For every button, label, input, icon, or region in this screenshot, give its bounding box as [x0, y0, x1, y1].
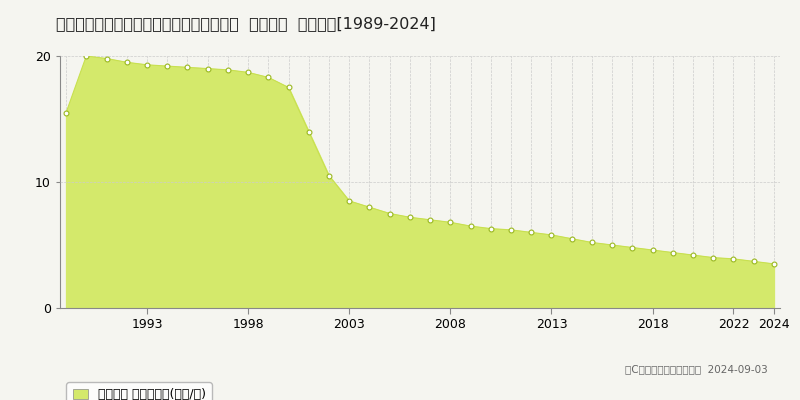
Text: （C）土地価格ドットコム  2024-09-03: （C）土地価格ドットコム 2024-09-03 [626, 364, 768, 374]
Legend: 地価公示 平均坪単価(万円/坪): 地価公示 平均坪単価(万円/坪) [66, 382, 212, 400]
Text: 愛知県知多郡南知多町大字豊丘字仲島５番  地価公示  地価推移[1989-2024]: 愛知県知多郡南知多町大字豊丘字仲島５番 地価公示 地価推移[1989-2024] [56, 16, 436, 31]
